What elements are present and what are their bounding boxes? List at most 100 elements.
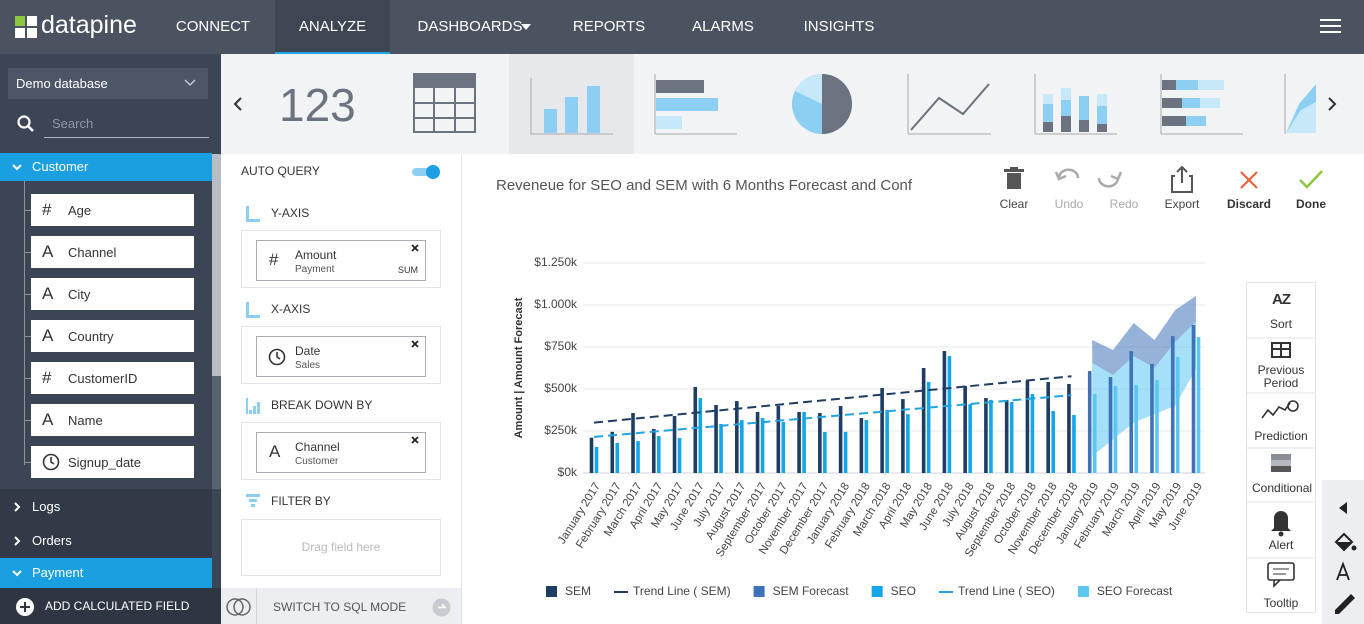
bar	[797, 412, 801, 473]
nav-item[interactable]: DASHBOARDS	[417, 18, 523, 35]
pill-hash: #	[269, 250, 279, 269]
nav-item[interactable]: CONNECT	[175, 18, 251, 35]
field[interactable]	[31, 236, 194, 268]
tool-button[interactable]: Tooltip	[1263, 596, 1299, 610]
filter-title: FILTER BY	[271, 494, 331, 508]
remove-icon[interactable]	[411, 436, 419, 444]
y-axis-label: Amount | Amount Forecast	[513, 297, 525, 438]
toolbar-button[interactable]: Export	[1164, 197, 1200, 211]
tool-button[interactable]: Prediction	[1254, 429, 1308, 443]
bar	[719, 423, 723, 473]
nav-item[interactable]: REPORTS	[572, 18, 646, 35]
bar	[1046, 381, 1050, 473]
search-input[interactable]: Search	[44, 114, 209, 138]
y-tick-label: $250k	[544, 423, 578, 437]
pill-source: Sales	[295, 360, 321, 371]
bar	[1067, 383, 1071, 473]
field[interactable]	[31, 404, 194, 436]
pill-source: Payment	[295, 264, 335, 275]
bar	[1051, 411, 1055, 473]
toolbar-icons	[1004, 166, 1323, 193]
trend-line	[593, 375, 1072, 424]
y-tick-label: $500k	[544, 381, 578, 395]
remove-icon[interactable]	[411, 340, 419, 348]
bar	[246, 219, 260, 222]
toolbar-button[interactable]: Redo	[1109, 197, 1139, 211]
bar	[251, 504, 255, 507]
search-placeholder: Search	[52, 116, 94, 131]
bar	[1092, 394, 1097, 473]
sql-button[interactable]: SWITCH TO SQL MODE	[273, 600, 407, 614]
tool-button[interactable]: Alert	[1268, 538, 1294, 552]
section-box	[241, 326, 441, 384]
pill-source: Customer	[295, 456, 339, 467]
bar	[253, 406, 256, 414]
field[interactable]	[31, 194, 194, 226]
bar	[636, 441, 640, 473]
group-chevron	[12, 164, 22, 171]
bar	[246, 494, 260, 497]
field-pill[interactable]	[256, 240, 426, 281]
bar	[880, 387, 884, 473]
auto-query-toggle[interactable]	[411, 163, 443, 181]
menu-icon[interactable]	[1320, 19, 1342, 35]
pill-field: Amount	[295, 248, 337, 262]
toolbar-button[interactable]: Done	[1296, 197, 1326, 211]
database-select[interactable]: Demo database	[8, 68, 208, 99]
legend-label: SEM Forecast	[773, 584, 850, 598]
field[interactable]	[31, 278, 194, 310]
field-name: Name	[68, 413, 103, 428]
scroll-thumb[interactable]	[212, 154, 221, 376]
field-connector	[24, 336, 31, 337]
field-type: A	[42, 326, 54, 345]
search-icon	[17, 115, 34, 132]
tool-button[interactable]: Conditional	[1252, 481, 1313, 495]
field-pill[interactable]	[256, 432, 426, 473]
field[interactable]	[31, 362, 194, 394]
chart-title: Reveneue for SEO and SEM with 6 Months F…	[496, 177, 913, 194]
bar	[249, 410, 252, 414]
field-pill[interactable]	[256, 336, 426, 377]
group-chevron	[14, 536, 21, 546]
clock-icon	[268, 348, 286, 366]
bar	[249, 499, 257, 502]
toolbar-button[interactable]: Clear	[999, 197, 1029, 211]
bar	[1087, 371, 1092, 473]
bar	[968, 404, 972, 473]
toolbar-button[interactable]: Discard	[1226, 197, 1272, 211]
number-type[interactable]: 123	[279, 79, 356, 131]
bar	[672, 416, 677, 473]
group-header[interactable]	[0, 524, 212, 558]
nav-item[interactable]: INSIGHTS	[803, 18, 875, 35]
bar	[776, 405, 781, 473]
filter-box[interactable]: Drag field here	[241, 519, 441, 576]
remove-icon[interactable]	[411, 244, 419, 252]
bar	[755, 412, 760, 473]
legend-swatch	[871, 586, 883, 597]
nav-item[interactable]: ANALYZE	[298, 18, 367, 35]
tool-button[interactable]: Previous Period	[1257, 363, 1305, 390]
toolbar-button[interactable]: Undo	[1054, 197, 1084, 211]
clock-icon	[42, 453, 60, 471]
field-type: A	[42, 410, 54, 429]
tool-button[interactable]: Sort	[1269, 317, 1292, 331]
group-name: Orders	[32, 533, 72, 548]
group-header[interactable]	[0, 153, 212, 181]
field-connector	[24, 462, 31, 463]
group-header[interactable]	[0, 489, 212, 524]
bar	[1155, 379, 1159, 473]
group-chevron	[14, 501, 21, 512]
side-tool-icons[interactable]	[1322, 480, 1364, 624]
mode-icon[interactable]	[226, 597, 252, 617]
group-name: Logs	[32, 499, 61, 514]
chevron	[12, 570, 22, 577]
nav-item[interactable]: ALARMS	[692, 18, 754, 35]
tree-line	[24, 181, 25, 465]
legend-swatch	[1077, 586, 1089, 597]
legend-label: Trend Line ( SEM)	[633, 584, 731, 598]
group-name: Customer	[32, 159, 89, 174]
bar	[714, 404, 718, 473]
group-header[interactable]	[0, 558, 212, 588]
field[interactable]	[31, 320, 194, 352]
add-calculated-field[interactable]: ADD CALCULATED FIELD	[0, 588, 221, 624]
